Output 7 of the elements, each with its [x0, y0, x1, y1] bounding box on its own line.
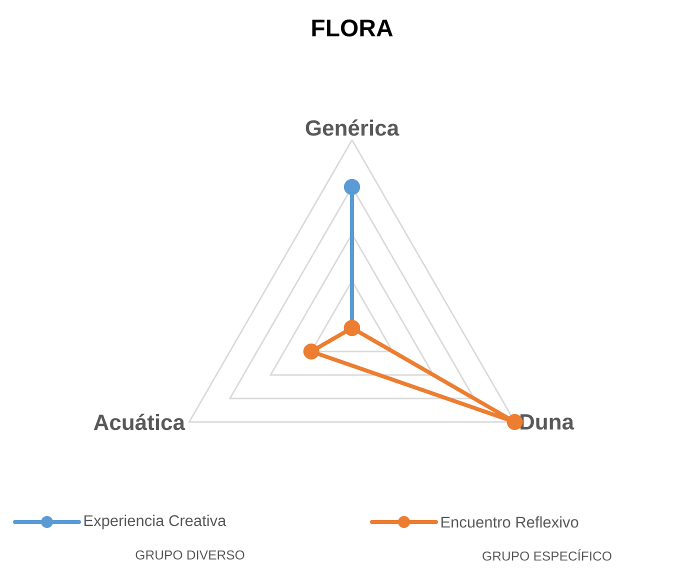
text: GRUPO DIVERSO	[136, 550, 244, 560]
spoke-label: Acuática	[94, 414, 186, 430]
chart-title: FLORA	[312, 19, 393, 36]
legend-label: Encuentro Reflexivo	[441, 516, 578, 528]
spoke-label: Genérica	[306, 119, 400, 136]
text: GRUPO ESPECÍFICO	[482, 549, 612, 561]
legend-label: Experiencia Creativa	[84, 514, 226, 530]
